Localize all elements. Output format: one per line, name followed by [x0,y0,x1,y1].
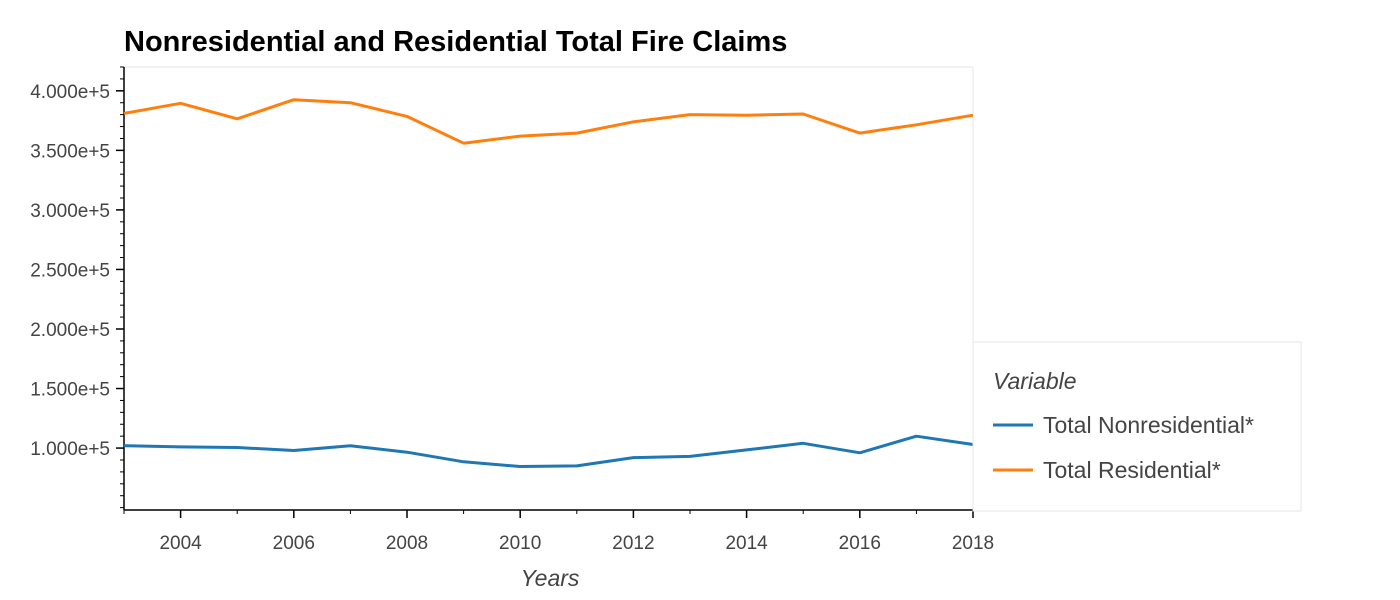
legend-title: Variable [993,368,1077,394]
y-tick-label: 1.000e+5 [30,439,110,460]
y-tick-label: 3.500e+5 [30,141,110,162]
x-tick-label: 2006 [273,533,315,554]
legend-label: Total Nonresidential* [1043,412,1254,438]
x-tick-label: 2004 [159,533,202,554]
legend: Variable Total Nonresidential* Total Resi… [972,341,1302,512]
x-tick-label: 2016 [839,533,881,554]
y-tick-label: 3.000e+5 [30,201,110,222]
x-tick-label: 2008 [386,533,428,554]
x-tick-label: 2010 [499,533,541,554]
legend-items: Total Nonresidential* Total Residential* [993,412,1254,483]
x-axis-label: Years [521,565,580,591]
series-line-nonresidential [123,434,974,468]
y-tick-label: 4.000e+5 [30,82,110,103]
series-line-residential [123,98,974,145]
legend-label: Total Residential* [1043,457,1221,483]
series-lines [123,98,974,468]
y-tick-label: 2.500e+5 [30,260,110,281]
y-axis: 1.000e+5 1.500e+5 2.000e+5 2.500e+5 3.000e+5… [30,66,124,509]
x-axis: 2004 2006 2008 2010 2012 2014 2016 2018 [123,510,994,554]
chart-title: Nonresidential and Residential Total Fir… [124,26,787,58]
y-tick-label: 2.000e+5 [30,320,110,341]
x-tick-label: 2014 [725,533,768,554]
x-tick-label: 2012 [612,533,654,554]
y-tick-label: 1.500e+5 [30,380,110,401]
x-tick-label: 2018 [952,533,994,554]
